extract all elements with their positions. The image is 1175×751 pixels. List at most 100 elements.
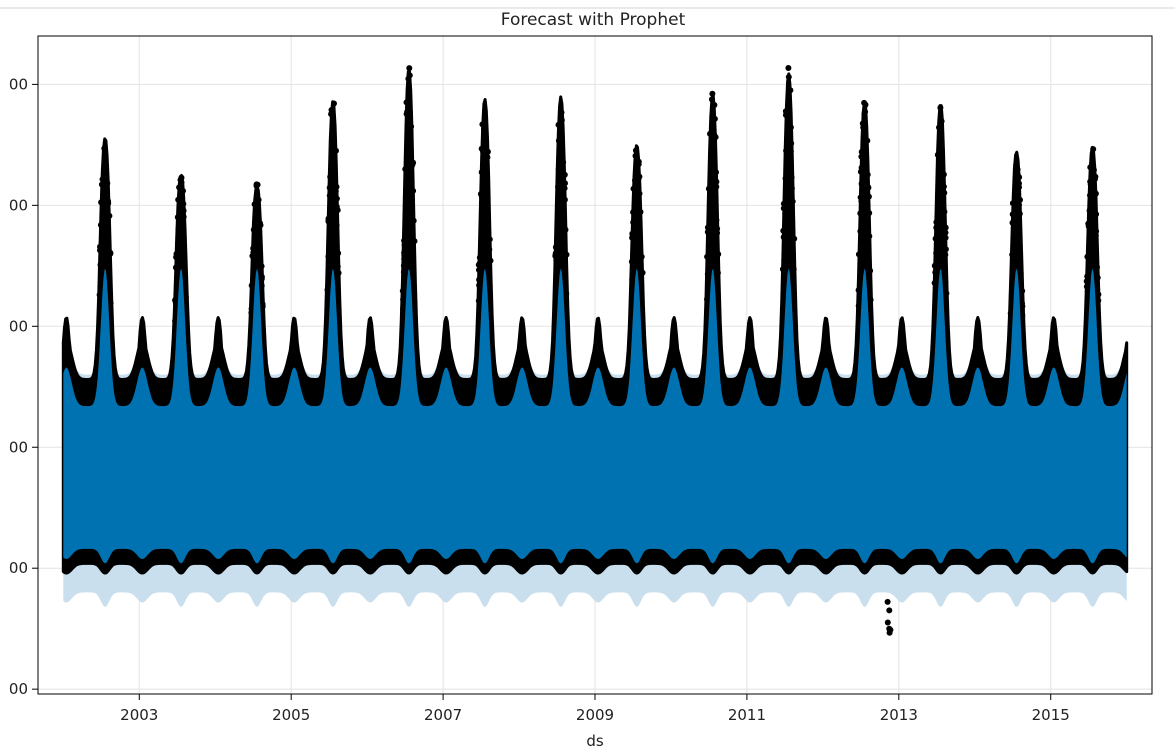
observed-point — [400, 269, 407, 276]
observed-point — [99, 239, 106, 246]
observed-point — [634, 180, 641, 187]
observed-point — [886, 607, 893, 614]
observed-point — [174, 265, 181, 272]
observed-point — [172, 297, 179, 303]
observed-point — [704, 271, 711, 277]
observed-point — [248, 282, 255, 289]
observed-point — [709, 179, 716, 186]
observed-point — [252, 235, 259, 242]
observed-point — [329, 179, 336, 186]
observed-point — [97, 261, 104, 268]
observed-point — [1085, 256, 1092, 263]
observed-point — [941, 239, 948, 246]
observed-point — [782, 175, 789, 182]
observed-point — [632, 212, 639, 219]
observed-point — [785, 191, 792, 198]
observed-point — [863, 243, 870, 250]
observed-point — [326, 230, 333, 236]
observed-point — [858, 153, 865, 160]
observed-point — [476, 267, 482, 273]
observed-point — [1013, 234, 1020, 241]
observed-point — [407, 234, 414, 240]
observed-point — [1093, 211, 1100, 218]
observed-point — [476, 276, 483, 283]
observed-point — [1094, 274, 1101, 281]
observed-point — [787, 211, 794, 218]
observed-point — [709, 90, 716, 97]
observed-point — [400, 305, 406, 312]
observed-point — [483, 175, 490, 182]
observed-point — [176, 184, 183, 191]
observed-point — [177, 213, 184, 220]
observed-point — [937, 104, 944, 111]
observed-point — [253, 206, 260, 213]
observed-point — [715, 251, 722, 258]
observed-point — [628, 258, 635, 265]
observed-point — [855, 287, 862, 294]
x-tick-label: 2011 — [728, 706, 766, 724]
observed-point — [1091, 188, 1098, 195]
observed-point — [98, 199, 105, 206]
observed-point — [181, 277, 188, 284]
observed-point — [97, 279, 104, 286]
observed-point — [563, 290, 570, 297]
observed-point — [326, 184, 333, 191]
observed-point — [255, 196, 262, 203]
observed-point — [559, 219, 566, 226]
observed-point — [484, 148, 491, 155]
observed-point — [782, 223, 788, 230]
observed-point — [333, 183, 340, 190]
observed-point — [552, 244, 559, 251]
observed-point — [866, 233, 873, 240]
observed-point — [632, 147, 639, 154]
observed-point — [407, 149, 414, 156]
observed-point — [556, 199, 563, 206]
observed-point — [106, 212, 113, 219]
observed-point — [1009, 219, 1016, 226]
observed-point — [867, 296, 874, 303]
observed-point — [178, 174, 185, 181]
observed-point — [484, 209, 491, 215]
observed-point — [410, 187, 417, 194]
observed-point — [476, 282, 483, 289]
observed-point — [705, 263, 712, 270]
observed-point — [713, 183, 720, 190]
observed-point — [931, 280, 938, 286]
observed-point — [478, 193, 485, 200]
observed-point — [555, 183, 562, 190]
observed-point — [324, 299, 331, 306]
observed-point — [942, 279, 949, 285]
observed-point — [938, 118, 945, 125]
observed-point — [636, 190, 643, 197]
observed-point — [1008, 293, 1015, 300]
observed-point — [1016, 210, 1023, 217]
observed-point — [787, 124, 794, 131]
observed-point — [476, 254, 483, 261]
observed-point — [561, 237, 567, 243]
observed-point — [404, 108, 411, 115]
observed-point — [407, 206, 414, 213]
observed-point — [478, 169, 485, 176]
observed-point — [630, 185, 637, 192]
observed-point — [405, 215, 412, 222]
observed-point — [1084, 288, 1091, 295]
y-tick-label: 00 — [9, 438, 28, 456]
observed-point — [713, 217, 720, 224]
observed-point — [552, 250, 559, 257]
observed-point — [859, 120, 866, 127]
observed-point — [861, 99, 868, 106]
observed-point — [785, 74, 792, 80]
observed-point — [711, 102, 718, 108]
observed-point — [406, 65, 413, 72]
observed-point — [1087, 164, 1094, 171]
observed-point — [410, 217, 417, 224]
observed-point — [782, 210, 789, 217]
y-tick-label: 00 — [9, 317, 28, 335]
observed-point — [632, 152, 639, 159]
observed-point — [1009, 251, 1016, 258]
observed-point — [402, 166, 409, 173]
observed-point — [707, 130, 713, 137]
forecast-yhat-line — [63, 268, 1127, 564]
observed-point — [401, 237, 408, 244]
observed-point — [1092, 253, 1099, 260]
